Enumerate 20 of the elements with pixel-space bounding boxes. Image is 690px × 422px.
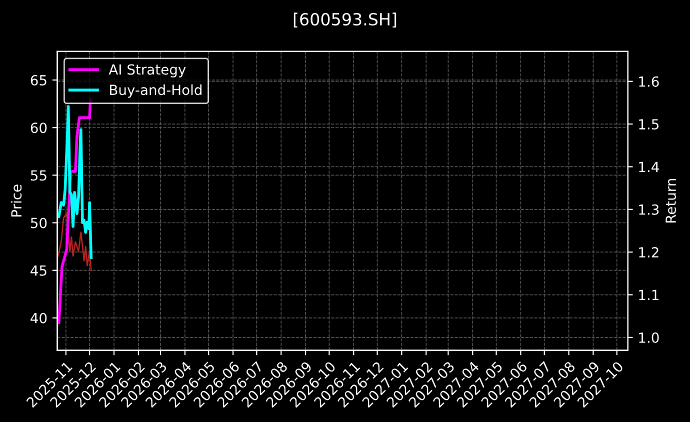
y2-tick-label: 1.3 (639, 204, 659, 215)
y2-axis-title: Return (666, 179, 676, 223)
y2-tick-label: 1.0 (639, 332, 659, 343)
y-tick-label: 45 (30, 265, 46, 276)
y-axis-title: Price (10, 184, 22, 216)
y-tick-label: 40 (30, 312, 47, 324)
y-tick-label: 65 (30, 75, 46, 86)
chart-title: [600593.SH] (294, 12, 396, 28)
y2-tick-label: 1.4 (639, 162, 659, 172)
y-tick-label: 55 (30, 170, 46, 181)
y2-tick-label: 1.1 (639, 290, 658, 300)
y2-tick-label: 1.5 (639, 119, 658, 130)
y2-tick-label: 1.6 (639, 76, 659, 87)
legend-label: AI Strategy (108, 64, 186, 78)
line-series (57, 212, 92, 272)
y2-tick-label: 1.2 (639, 247, 658, 258)
line-series (57, 105, 93, 260)
legend-label: Buy-and-Hold (110, 84, 202, 98)
y-tick-label: 50 (30, 218, 47, 228)
y-tick-label: 60 (30, 122, 47, 134)
